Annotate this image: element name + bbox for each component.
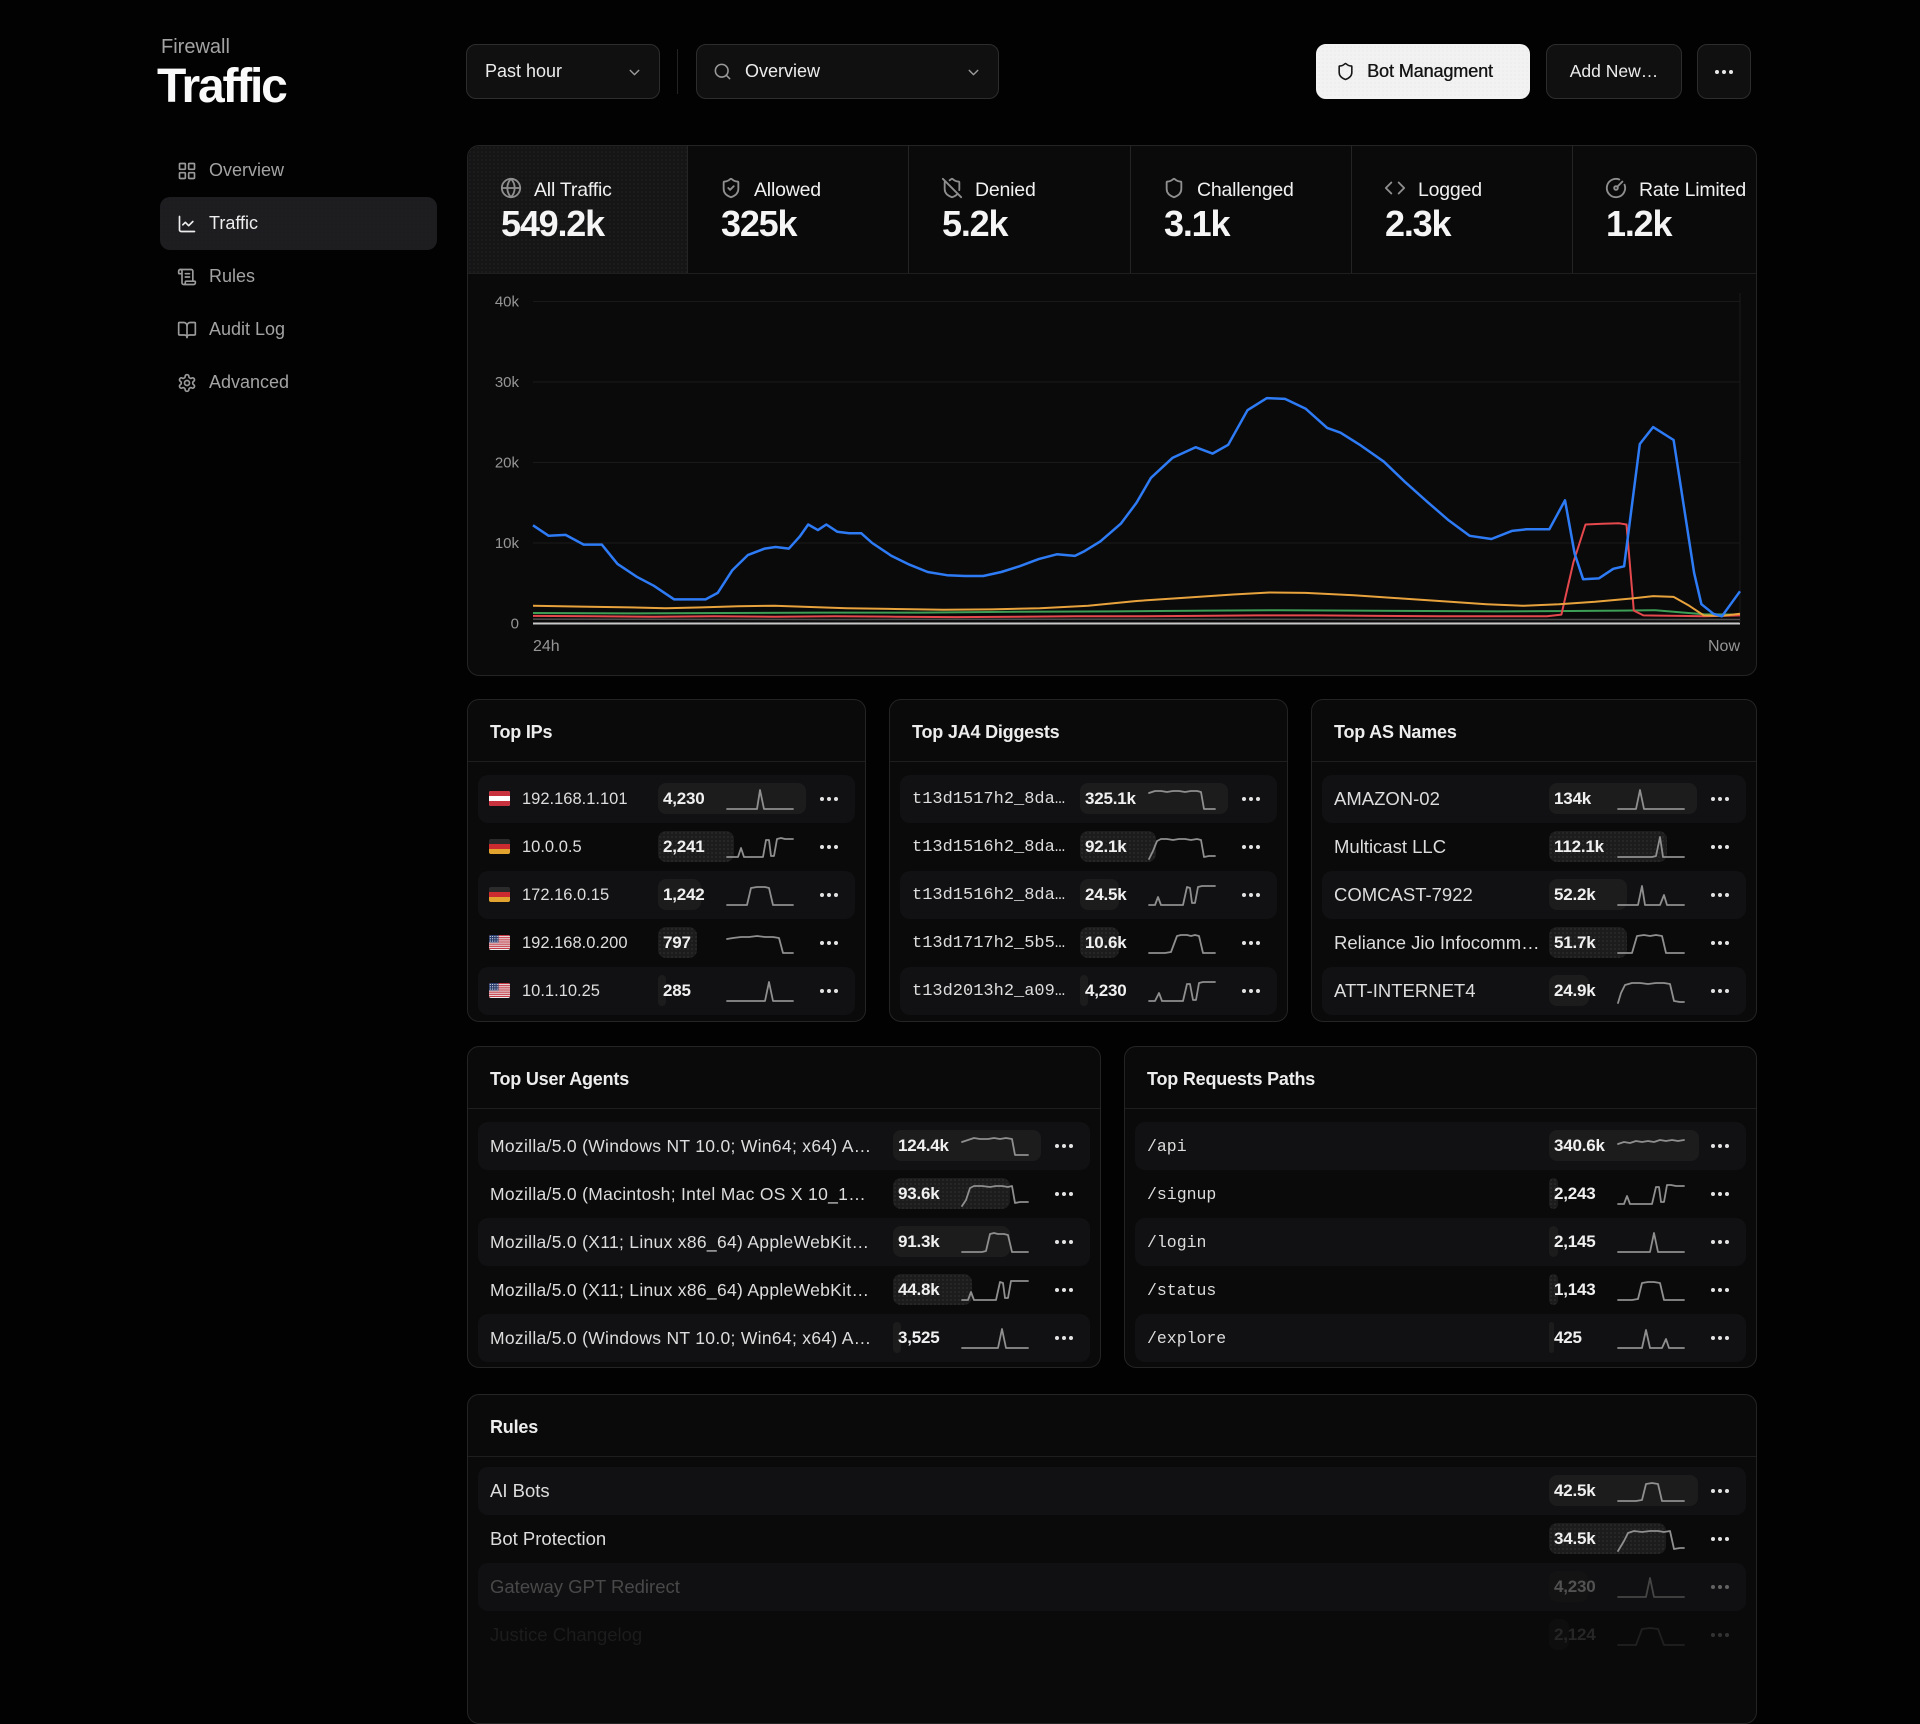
svg-text:30k: 30k: [495, 374, 520, 391]
svg-text:40k: 40k: [495, 294, 520, 311]
svg-text:24h: 24h: [533, 638, 560, 655]
svg-text:Now: Now: [1708, 638, 1740, 655]
svg-text:0: 0: [511, 616, 519, 633]
svg-text:20k: 20k: [495, 455, 520, 472]
svg-text:10k: 10k: [495, 535, 520, 552]
